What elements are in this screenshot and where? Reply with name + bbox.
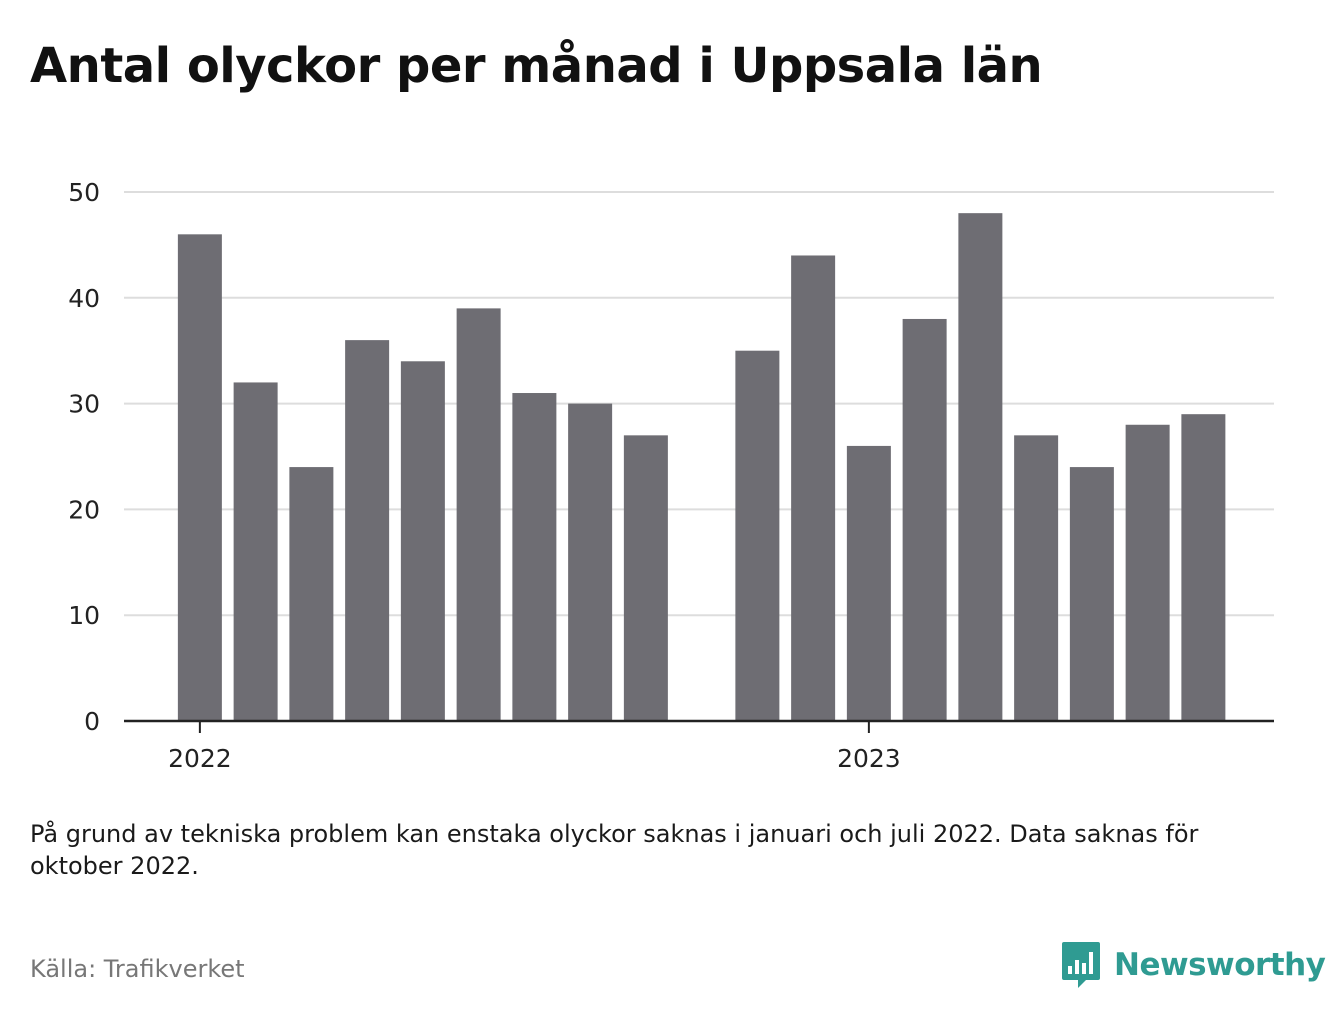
y-tick-label: 10 bbox=[68, 601, 100, 630]
y-tick-label: 20 bbox=[68, 495, 100, 524]
logo-name: Newsworthy bbox=[1114, 947, 1326, 983]
newsworthy-logo[interactable]: Newsworthy bbox=[1060, 940, 1326, 990]
bar bbox=[735, 350, 780, 721]
bar bbox=[791, 255, 836, 722]
chart-title: Antal olyckor per månad i Uppsala län bbox=[30, 38, 1043, 94]
bars bbox=[177, 213, 1226, 722]
bar bbox=[456, 308, 501, 721]
source-text: Källa: Trafikverket bbox=[30, 955, 245, 983]
bar bbox=[958, 213, 1003, 721]
bar bbox=[1069, 467, 1114, 721]
bar bbox=[1125, 424, 1170, 721]
bar bbox=[846, 445, 891, 721]
y-tick-label: 30 bbox=[68, 390, 100, 419]
bar bbox=[233, 382, 278, 721]
y-tick-label: 50 bbox=[68, 178, 100, 207]
chart-note: På grund av tekniska problem kan enstaka… bbox=[30, 820, 1199, 880]
bar-chart: 0 10 20 30 40 50 2022 2023 bbox=[68, 178, 1274, 773]
bar bbox=[289, 467, 334, 721]
bar bbox=[1181, 414, 1226, 721]
bar bbox=[400, 361, 445, 721]
y-tick-label: 40 bbox=[68, 284, 100, 313]
bar bbox=[1014, 435, 1059, 721]
bar bbox=[345, 340, 390, 721]
x-tick-label: 2022 bbox=[168, 744, 232, 773]
y-tick-label: 0 bbox=[84, 707, 100, 736]
bar-chart-speech-bubble-icon bbox=[1062, 942, 1100, 988]
bar bbox=[902, 318, 947, 721]
x-axis: 2022 2023 bbox=[124, 719, 1274, 773]
bar bbox=[177, 234, 222, 721]
bar bbox=[623, 435, 668, 721]
bar bbox=[512, 393, 557, 721]
x-tick-label: 2023 bbox=[837, 744, 901, 773]
y-axis-ticks: 0 10 20 30 40 50 bbox=[68, 178, 100, 736]
bar bbox=[568, 403, 613, 721]
